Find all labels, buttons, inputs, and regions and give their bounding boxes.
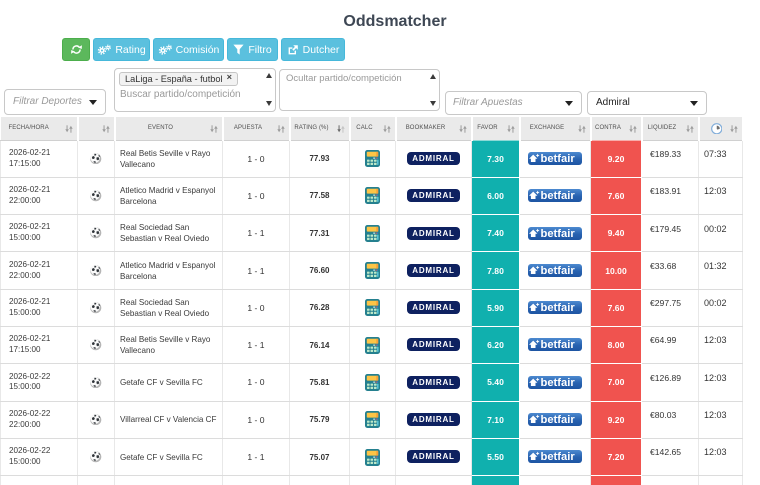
svg-text:betfair: betfair: [541, 153, 576, 165]
svg-text:betfair: betfair: [541, 451, 576, 463]
svg-text:betfair: betfair: [541, 302, 576, 314]
svg-text:betfair: betfair: [541, 377, 576, 389]
svg-text:betfair: betfair: [541, 190, 576, 202]
svg-text:betfair: betfair: [541, 414, 576, 426]
svg-text:betfair: betfair: [541, 228, 576, 240]
svg-text:betfair: betfair: [541, 340, 576, 352]
svg-text:betfair: betfair: [541, 265, 576, 277]
